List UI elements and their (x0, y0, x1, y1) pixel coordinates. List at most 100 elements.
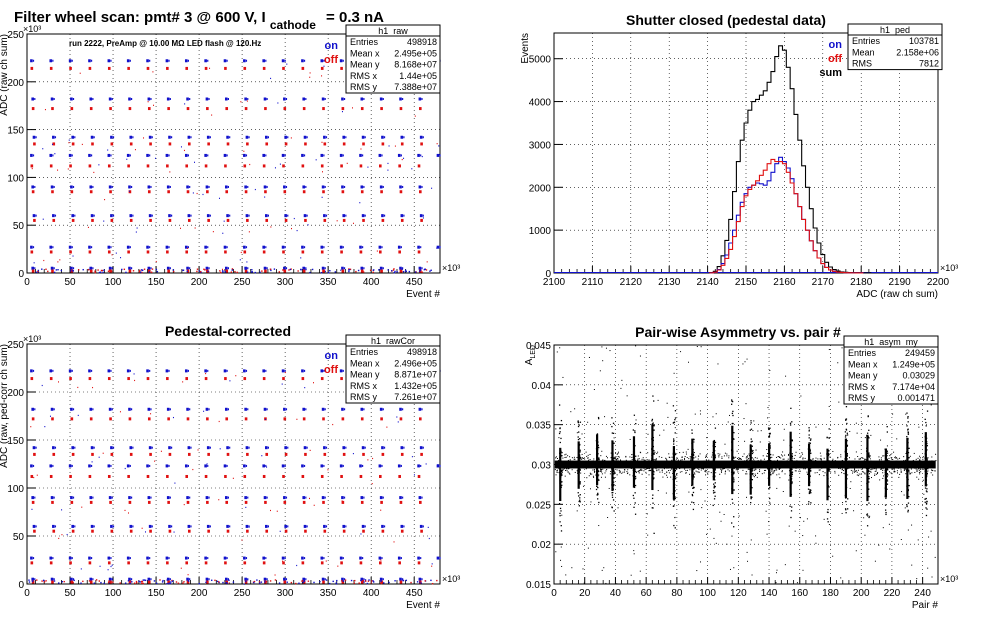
outlier-point (918, 478, 920, 480)
point-stray (183, 149, 185, 152)
point (616, 466, 618, 468)
point (899, 457, 901, 459)
point-off (129, 218, 133, 222)
point-on (362, 154, 364, 157)
point-off (91, 218, 94, 222)
point-baseline (303, 269, 305, 271)
spike-point (827, 464, 830, 466)
point-baseline (348, 268, 351, 271)
point-on (226, 369, 228, 372)
point-on (90, 246, 93, 249)
spike-point (577, 422, 580, 424)
spike-point (611, 496, 614, 498)
point-baseline (226, 582, 228, 584)
point-stray (102, 452, 104, 454)
point (780, 463, 782, 465)
spike-point (674, 469, 676, 472)
outlier-point (617, 452, 619, 454)
point (927, 466, 929, 468)
point-baseline (170, 581, 172, 583)
point-stray (261, 455, 263, 457)
point-off (88, 474, 92, 478)
point-on (108, 97, 112, 101)
point (668, 470, 670, 472)
point-off (49, 250, 53, 254)
stats-value: 8.871e+07 (394, 370, 437, 380)
point (641, 473, 643, 475)
point-on (205, 266, 209, 270)
point-on (283, 577, 286, 581)
point (587, 454, 589, 456)
point-baseline (43, 581, 46, 583)
point-stray (33, 262, 35, 264)
spike-point (634, 484, 637, 487)
point (617, 455, 619, 457)
point (564, 461, 566, 463)
spike-point (791, 455, 793, 458)
outlier-point (799, 517, 801, 519)
spike-point (714, 445, 716, 448)
point-on (244, 496, 247, 500)
spike-point (769, 502, 771, 504)
point (630, 460, 632, 462)
spike-point (579, 501, 581, 503)
point-off (341, 500, 345, 504)
point-baseline (368, 579, 370, 581)
point-stray (387, 169, 389, 171)
point (627, 469, 629, 471)
point (706, 454, 708, 456)
spike-point (908, 464, 910, 467)
point (882, 469, 884, 471)
point-stray (134, 379, 136, 382)
point-on (207, 557, 209, 560)
spike (789, 431, 792, 497)
point (647, 465, 649, 467)
outlier-point (856, 432, 858, 434)
outlier-point (930, 530, 932, 532)
point (698, 464, 700, 466)
point (638, 472, 640, 474)
point (919, 457, 921, 459)
point-baseline (423, 268, 426, 271)
point-stray (393, 541, 395, 543)
point (573, 461, 575, 463)
point-baseline (143, 268, 146, 270)
point (643, 467, 645, 469)
point-baseline (348, 270, 350, 273)
point-off (207, 529, 210, 533)
point (861, 471, 863, 473)
point-on (362, 464, 364, 467)
outlier-point (905, 413, 907, 415)
point-on (400, 446, 404, 450)
point (917, 462, 919, 464)
outlier-point (576, 432, 578, 434)
point (874, 470, 876, 472)
spike-point (827, 511, 829, 514)
point (648, 474, 650, 476)
point (656, 453, 658, 455)
point (820, 455, 822, 457)
point-on (439, 154, 441, 157)
outlier-point (647, 534, 649, 536)
point (825, 462, 827, 464)
point (723, 463, 725, 465)
spike-point (769, 427, 771, 429)
spike-point (691, 429, 693, 431)
x-tick-label: 2200 (927, 277, 950, 288)
point-on (129, 369, 131, 372)
outlier-point (700, 489, 702, 491)
point-stray (57, 261, 59, 263)
point (752, 449, 754, 451)
point-off (146, 66, 150, 70)
point-stray (173, 531, 175, 533)
main-title: Filter wheel scan: pmt# 3 @ 600 V, I cat… (14, 9, 384, 33)
outlier-point (757, 430, 759, 432)
outlier-point (901, 491, 903, 493)
point (820, 461, 822, 463)
point-on (244, 185, 247, 189)
point-off (226, 529, 230, 533)
outlier-point (828, 523, 830, 525)
point (837, 461, 839, 463)
outlier-point (746, 496, 748, 498)
point (620, 460, 622, 462)
